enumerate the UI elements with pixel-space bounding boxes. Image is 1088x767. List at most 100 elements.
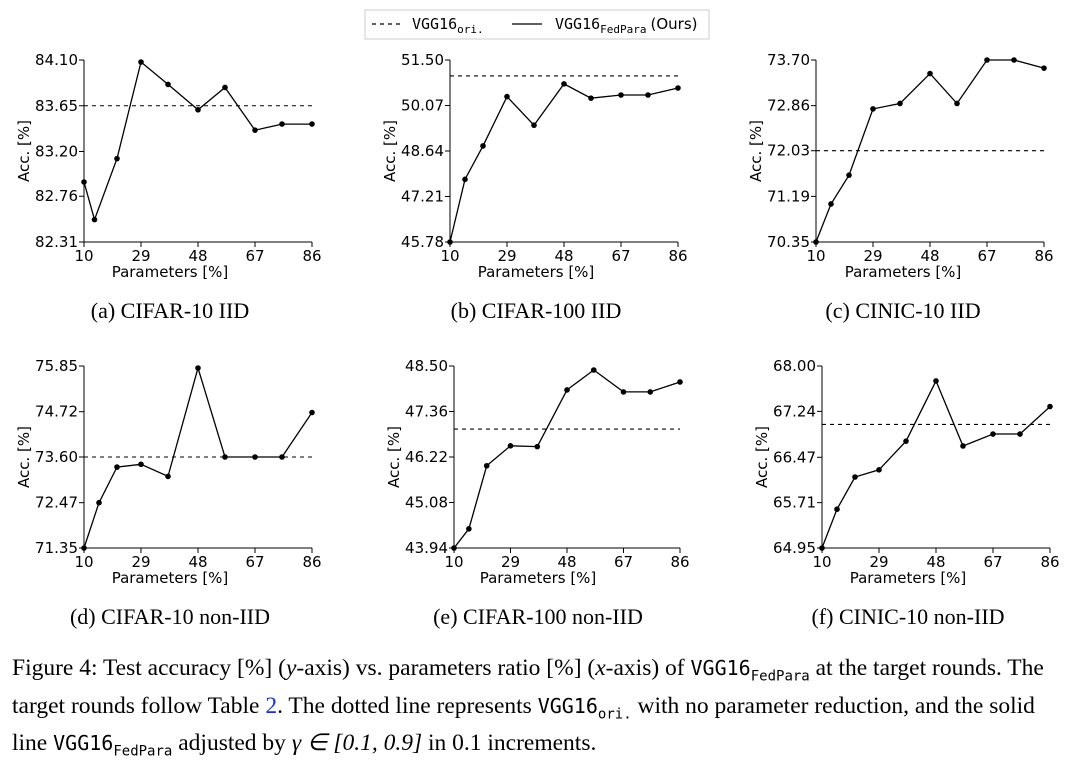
data-point [279,454,285,460]
series-line [83,60,312,222]
subplot-5: 43.94 45.08 46.22 47.36 48.50 10 29 48 67 86 Param… [385,357,690,629]
data-point [114,155,120,162]
y-tick-label: 65.71 [773,494,816,512]
data-point [480,143,486,149]
data-point [279,121,285,127]
data-point [91,216,98,223]
data-point [990,431,996,437]
table-reference-link[interactable]: 2 [265,692,278,719]
y-axis-label: Acc. [%] [747,120,765,182]
x-axis-label: Parameters [%] [480,569,597,587]
data-point [483,462,490,469]
data-point [222,454,228,460]
x-tick-label: 86 [1034,247,1053,265]
data-point [903,438,909,444]
data-point [96,499,102,506]
data-point [960,443,966,449]
x-tick-label: 67 [614,553,633,571]
data-point [1011,57,1017,63]
y-tick-label: 51.50 [401,51,444,69]
x-tick-label: 48 [557,553,576,571]
data-point [645,92,651,98]
x-tick-label: 48 [554,247,573,265]
y-tick-label: 68.00 [773,357,816,375]
data-point [954,100,960,107]
x-tick-label: 48 [926,553,945,571]
data-point [504,93,510,100]
x-tick-label: 67 [245,553,264,571]
x-axis-label: Parameters [%] [478,263,595,281]
y-tick-label: 47.21 [401,188,444,206]
data-point [1041,65,1047,71]
series-line [453,369,681,549]
y-tick-label: 83.65 [35,97,78,115]
y-tick-label: 48.64 [401,142,444,160]
x-tick-label: 29 [131,247,150,265]
subplot-6: 64.95 65.71 66.47 67.24 68.00 10 29 48 67 86 Param… [753,357,1060,629]
data-point [222,84,228,91]
series-line [815,59,1045,243]
data-point [252,127,258,133]
data-point [138,461,144,468]
legend: VGG16ori. VGG16FedPara (Ours) [364,9,710,40]
data-point [647,389,654,395]
subplot-caption: (b) CIFAR-100 IID [451,298,622,323]
x-axis-label: Parameters [%] [112,263,229,281]
x-tick-label: 10 [812,553,831,571]
x-tick-label: 29 [869,553,888,571]
y-tick-label: 73.60 [35,448,78,466]
y-axis-label: Acc. [%] [753,426,771,488]
y-axis-label: Acc. [%] [381,120,399,182]
x-tick-label: 10 [806,247,825,265]
figure: VGG16ori. VGG16FedPara (Ours) 82.3182.768… [15,9,1060,629]
series-line [821,379,1051,549]
data-point [531,122,537,129]
y-axis-label: Acc. [%] [15,120,33,182]
y-tick-label: 48.50 [405,357,448,375]
data-point [819,545,825,551]
data-point [846,172,852,178]
y-axis-label: Acc. [%] [385,426,403,488]
y-tick-label: 71.35 [35,539,78,557]
data-point [620,389,627,395]
series-line [83,365,313,549]
data-point [984,57,990,63]
x-tick-label: 29 [501,553,520,571]
x-tick-label: 10 [74,553,93,571]
x-tick-label: 86 [1040,553,1059,571]
data-point [1017,431,1023,437]
subplot-3: 70.35 71.19 72.03 72.86 73.70 10 29 48 67 86 Param… [747,51,1054,323]
y-tick-label: 45.78 [401,233,444,251]
data-point [933,378,939,384]
y-tick-label: 66.47 [773,448,816,466]
data-point [252,454,258,460]
x-tick-label: 29 [863,247,882,265]
subplot-caption: (c) CINIC-10 IID [825,298,980,323]
data-point [81,545,87,551]
data-point [81,179,87,185]
subplot-caption: (e) CIFAR-100 non-IID [433,604,643,629]
data-point [927,70,933,77]
legend-original-label: VGG16ori. [412,15,484,36]
data-point [309,121,315,127]
y-tick-label: 47.36 [405,403,448,421]
x-tick-label: 67 [611,247,630,265]
x-tick-label: 10 [440,247,459,265]
data-point [834,506,840,513]
data-point [462,176,468,183]
y-tick-label: 83.20 [35,143,78,161]
y-tick-label: 64.95 [773,539,816,557]
y-tick-label: 71.19 [767,187,810,205]
y-tick-label: 67.24 [773,402,816,420]
y-tick-label: 84.10 [35,51,78,69]
data-point [451,545,457,551]
x-axis-label: Parameters [%] [112,569,229,587]
data-point [165,473,171,480]
y-tick-label: 75.85 [35,357,78,375]
y-tick-label: 72.86 [767,97,810,115]
subplot-2: 45.78 47.21 48.64 50.07 51.50 10 29 48 67 86 Param… [381,51,688,323]
data-point [138,59,144,65]
data-point [897,100,903,107]
legend-fedpara-label: VGG16FedPara (Ours) [555,15,698,36]
x-tick-label: 48 [188,247,207,265]
